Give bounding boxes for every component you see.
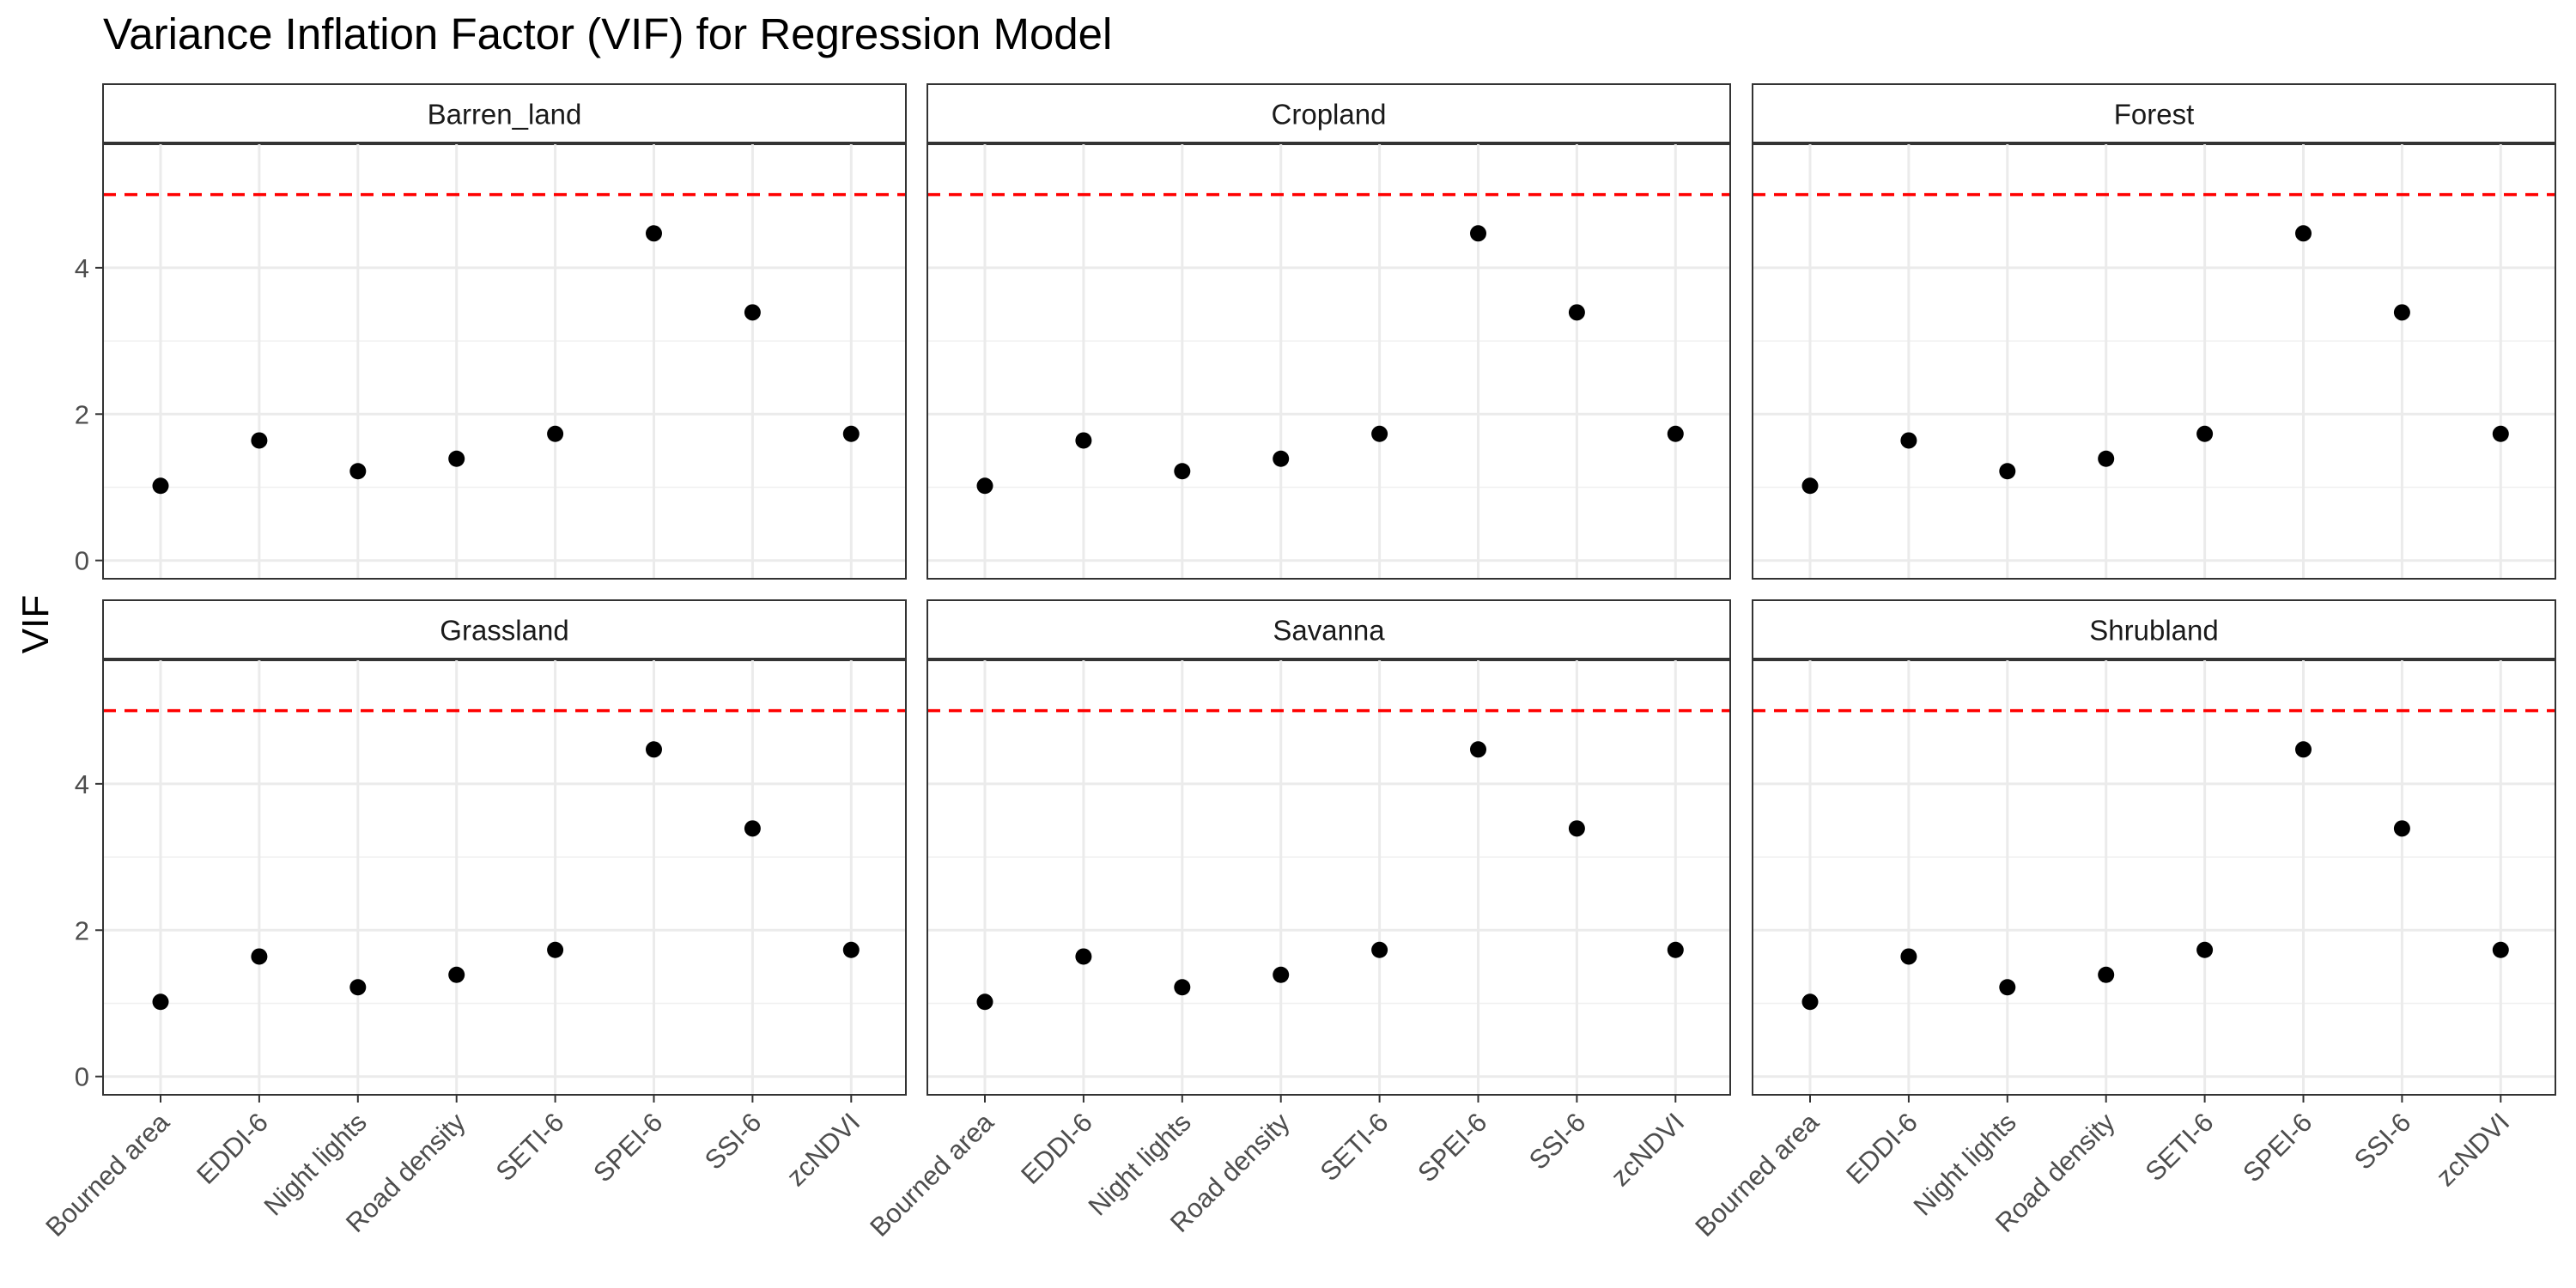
x-tick-label: SSI-6 [699, 1107, 768, 1176]
facet-strip [102, 83, 907, 144]
x-tick-label: zcNDVI [781, 1107, 866, 1192]
data-point [152, 993, 169, 1011]
data-point [1568, 820, 1585, 837]
data-point [349, 463, 367, 480]
data-point [842, 425, 860, 442]
chart-title: Variance Inflation Factor (VIF) for Regr… [103, 9, 1112, 58]
panel-border [1752, 659, 2556, 1096]
data-point [744, 304, 761, 321]
data-point [547, 941, 564, 958]
facet-strip-label: Forest [2114, 99, 2195, 131]
y-tick-label: 2 [75, 915, 89, 945]
facet-panel: Forest [1752, 83, 2556, 580]
data-point [646, 741, 662, 758]
panel-border [102, 659, 907, 1096]
data-point [2393, 820, 2410, 837]
y-tick-label: 0 [75, 546, 89, 576]
data-point [976, 477, 993, 495]
data-point [1667, 941, 1684, 958]
x-tick-label: SETI-6 [1315, 1107, 1394, 1187]
panel-border [927, 143, 1731, 580]
data-point [1174, 979, 1191, 996]
data-point [1801, 993, 1819, 1011]
data-point [2295, 225, 2312, 242]
panel-border [102, 143, 907, 580]
data-point [349, 979, 367, 996]
data-point [2492, 425, 2509, 442]
x-tick-label: Bourned area [864, 1107, 999, 1242]
x-tick-label: SPEI-6 [2237, 1107, 2318, 1188]
data-point [1075, 948, 1092, 965]
data-point [1999, 979, 2016, 996]
y-tick-label: 0 [75, 1062, 89, 1092]
data-point [1371, 425, 1388, 442]
data-point [448, 450, 465, 467]
data-point [1075, 432, 1092, 449]
data-point [1900, 432, 1917, 449]
panel-border [927, 659, 1731, 1096]
data-point [1470, 225, 1486, 242]
facet-strip [1752, 83, 2556, 144]
facet-strip-label: Cropland [1272, 99, 1387, 131]
facet-panel: Cropland [927, 83, 1731, 580]
facet-strip-label: Barren_land [428, 99, 582, 131]
data-point [1999, 463, 2016, 480]
data-point [152, 477, 169, 495]
data-point [1371, 941, 1388, 958]
data-point [1900, 948, 1917, 965]
y-tick-label: 4 [75, 253, 89, 283]
data-point [448, 966, 465, 983]
x-tick-label: EDDI-6 [1015, 1107, 1098, 1190]
facets-layer: Barren_land 0 2 4 Cropland Forest Grassland 0 2 4… [39, 83, 2556, 1242]
x-tick-label: SSI-6 [1523, 1107, 1592, 1176]
data-point [2098, 450, 2115, 467]
facet-strip-label: Grassland [440, 615, 568, 647]
data-point [1568, 304, 1585, 321]
data-point [2492, 941, 2509, 958]
facet-strip [927, 599, 1731, 660]
data-point [976, 993, 993, 1011]
x-tick-label: zcNDVI [2430, 1107, 2515, 1192]
facet-strip-label: Savanna [1273, 615, 1385, 647]
facet-strip [1752, 599, 2556, 660]
data-point [1801, 477, 1819, 495]
data-point [744, 820, 761, 837]
y-tick-label: 2 [75, 399, 89, 429]
data-point [251, 432, 268, 449]
x-tick-label: zcNDVI [1605, 1107, 1690, 1192]
x-tick-label: SETI-6 [2140, 1107, 2220, 1187]
panel-border [1752, 143, 2556, 580]
data-point [1273, 966, 1290, 983]
data-point [1667, 425, 1684, 442]
data-point [2295, 741, 2312, 758]
data-point [547, 425, 564, 442]
facet-panel: Barren_land 0 2 4 [75, 83, 907, 580]
data-point [2098, 966, 2115, 983]
data-point [646, 225, 662, 242]
y-tick-label: 4 [75, 769, 89, 799]
data-point [842, 941, 860, 958]
x-tick-label: EDDI-6 [191, 1107, 274, 1190]
data-point [2196, 941, 2214, 958]
data-point [2393, 304, 2410, 321]
data-point [1174, 463, 1191, 480]
x-tick-label: Bourned area [1689, 1107, 1825, 1242]
data-point [251, 948, 268, 965]
x-tick-label: EDDI-6 [1840, 1107, 1923, 1190]
x-tick-label: SSI-6 [2348, 1107, 2417, 1176]
data-point [1273, 450, 1290, 467]
data-point [1470, 741, 1486, 758]
x-tick-label: SPEI-6 [1412, 1107, 1492, 1188]
data-point [2196, 425, 2214, 442]
y-axis-title: VIF [15, 595, 57, 653]
x-tick-label: SPEI-6 [587, 1107, 668, 1188]
x-tick-label: SETI-6 [490, 1107, 570, 1187]
x-tick-label: Bourned area [39, 1107, 175, 1242]
facet-strip-label: Shrubland [2089, 615, 2218, 647]
